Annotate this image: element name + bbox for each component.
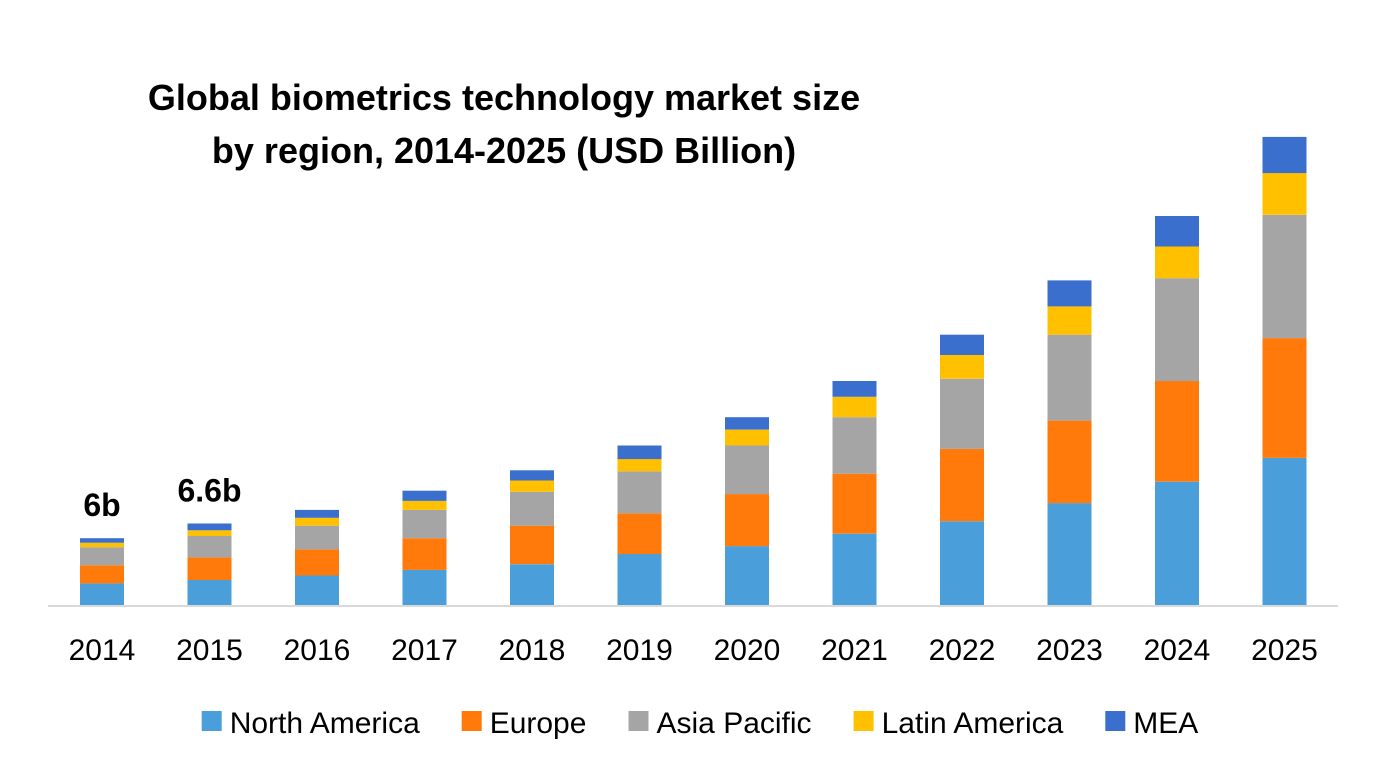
legend-item-asia-pacific: Asia Pacific bbox=[628, 707, 812, 740]
bar-2016-asia-pacific bbox=[295, 525, 339, 550]
x-tick-2014: 2014 bbox=[69, 634, 136, 667]
bar-2018-mea bbox=[510, 470, 554, 481]
bar-2017-europe bbox=[402, 538, 447, 570]
legend-swatch-mea bbox=[1105, 711, 1126, 731]
bar-2024-latin-america bbox=[1155, 246, 1199, 279]
bar-2023-mea bbox=[1047, 280, 1092, 307]
bar-2022-north-america bbox=[940, 521, 984, 606]
chart-title-line-2: by region, 2014-2025 (USD Billion) bbox=[212, 130, 796, 171]
bar-2018-europe bbox=[510, 525, 554, 565]
x-tick-2022: 2022 bbox=[929, 634, 996, 667]
x-tick-2015: 2015 bbox=[176, 634, 243, 667]
bar-2016-north-america bbox=[295, 575, 339, 606]
x-tick-2016: 2016 bbox=[284, 634, 351, 667]
bar-2014-latin-america bbox=[80, 542, 124, 548]
legend-swatch-europe bbox=[461, 711, 482, 731]
legend-item-europe: Europe bbox=[461, 707, 587, 740]
x-tick-2025: 2025 bbox=[1251, 634, 1318, 667]
legend-item-mea: MEA bbox=[1105, 707, 1198, 740]
legend: North America Europe Asia Pacific Latin Ame… bbox=[201, 707, 1198, 740]
bar-2016-mea bbox=[295, 509, 339, 518]
bar-2018-latin-america bbox=[510, 480, 554, 492]
bar-2019-europe bbox=[617, 513, 662, 554]
x-tick-2020: 2020 bbox=[714, 634, 781, 667]
bar-2017-latin-america bbox=[402, 500, 447, 510]
bar-2015-europe bbox=[187, 557, 232, 580]
legend-item-north-america: North America bbox=[201, 707, 420, 740]
bar-2022-latin-america bbox=[940, 355, 984, 379]
legend-swatch-north-america bbox=[201, 711, 222, 731]
bar-2020-europe bbox=[725, 494, 769, 547]
bar-2023-europe bbox=[1047, 420, 1092, 504]
chart-title-line-1: Global biometrics technology market size bbox=[148, 77, 860, 118]
bar-2022-mea bbox=[940, 334, 984, 355]
bars-group bbox=[80, 136, 1307, 606]
bar-2019-latin-america bbox=[617, 459, 662, 472]
bar-2025-mea bbox=[1262, 136, 1307, 174]
legend-label-north-america: North America bbox=[230, 707, 420, 740]
bar-2021-asia-pacific bbox=[832, 417, 877, 474]
x-tick-2018: 2018 bbox=[499, 634, 566, 667]
bar-2014-asia-pacific bbox=[80, 547, 124, 566]
bar-2021-mea bbox=[832, 381, 877, 397]
bar-2015-latin-america bbox=[187, 530, 232, 536]
bar-2014-north-america bbox=[80, 583, 124, 606]
legend-label-latin-america: Latin America bbox=[882, 707, 1064, 740]
data-labels: 6b 6.6b bbox=[83, 473, 241, 524]
bar-2014-europe bbox=[80, 565, 124, 584]
bar-2025-latin-america bbox=[1262, 173, 1307, 215]
bar-2025-asia-pacific bbox=[1262, 214, 1307, 339]
bar-2023-latin-america bbox=[1047, 306, 1092, 335]
legend-swatch-latin-america bbox=[853, 711, 874, 731]
bar-2024-north-america bbox=[1155, 481, 1199, 606]
bar-2015-mea bbox=[187, 523, 232, 531]
bar-2014-mea bbox=[80, 538, 124, 543]
bar-2020-asia-pacific bbox=[725, 445, 769, 495]
bar-2024-europe bbox=[1155, 381, 1199, 482]
bar-2023-north-america bbox=[1047, 503, 1092, 606]
data-label-2015: 6.6b bbox=[177, 473, 241, 509]
bar-2024-mea bbox=[1155, 216, 1199, 247]
x-tick-2021: 2021 bbox=[821, 634, 888, 667]
bar-2017-asia-pacific bbox=[402, 509, 447, 539]
bar-2021-north-america bbox=[832, 533, 877, 606]
bar-2020-north-america bbox=[725, 546, 769, 606]
bar-2018-north-america bbox=[510, 564, 554, 606]
legend-item-latin-america: Latin America bbox=[853, 707, 1064, 740]
bar-2018-asia-pacific bbox=[510, 491, 554, 526]
bar-2025-north-america bbox=[1262, 457, 1307, 606]
bar-2017-north-america bbox=[402, 569, 447, 606]
bar-2015-north-america bbox=[187, 580, 232, 606]
x-tick-2023: 2023 bbox=[1036, 634, 1103, 667]
data-label-2014: 6b bbox=[83, 487, 120, 523]
bar-2015-asia-pacific bbox=[187, 535, 232, 558]
x-tick-2019: 2019 bbox=[606, 634, 673, 667]
x-tick-labels: 2014 2015 2016 2017 2018 2019 2020 2021 2022 2023… bbox=[69, 634, 1318, 667]
bar-2021-latin-america bbox=[832, 396, 877, 418]
bar-2023-asia-pacific bbox=[1047, 334, 1092, 421]
bar-2020-latin-america bbox=[725, 429, 769, 446]
legend-label-mea: MEA bbox=[1133, 707, 1198, 740]
x-tick-2017: 2017 bbox=[391, 634, 458, 667]
bar-2019-asia-pacific bbox=[617, 471, 662, 514]
bar-2021-europe bbox=[832, 473, 877, 534]
legend-label-asia-pacific: Asia Pacific bbox=[657, 707, 812, 740]
bar-2017-mea bbox=[402, 490, 447, 501]
bar-2019-north-america bbox=[617, 554, 662, 606]
x-tick-2024: 2024 bbox=[1144, 634, 1211, 667]
bar-2024-asia-pacific bbox=[1155, 278, 1199, 382]
legend-label-europe: Europe bbox=[490, 707, 587, 740]
bar-2016-latin-america bbox=[295, 517, 339, 526]
bar-2025-europe bbox=[1262, 338, 1307, 458]
bar-2022-asia-pacific bbox=[940, 378, 984, 449]
bar-2022-europe bbox=[940, 448, 984, 522]
bar-2020-mea bbox=[725, 417, 769, 430]
bar-2019-mea bbox=[617, 445, 662, 460]
legend-swatch-asia-pacific bbox=[628, 711, 649, 731]
bar-2016-europe bbox=[295, 549, 339, 576]
